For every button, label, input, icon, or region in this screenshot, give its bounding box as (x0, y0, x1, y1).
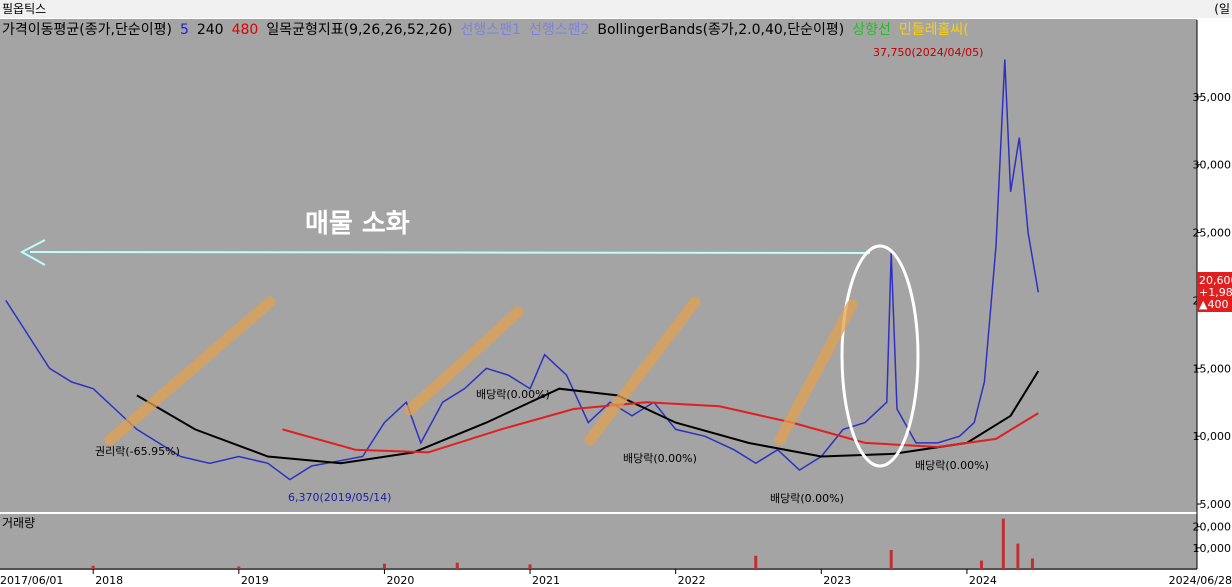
volume-title: 거래량 (2, 516, 35, 530)
volume-bar (528, 564, 532, 569)
x-start-label: 2017/06/01 (0, 574, 63, 587)
y-tick-label: 5,000 (1200, 498, 1232, 511)
note: 37,750(2024/04/05) (873, 46, 983, 59)
y-tick-label: 10,000 (1193, 542, 1232, 555)
series-line (5, 59, 1040, 481)
legend-entry: 선행스팬1 (461, 22, 521, 38)
price-panel (0, 20, 1197, 512)
title-bar (0, 0, 1232, 18)
x-tick-label: 2021 (532, 574, 560, 587)
price-box-text: ▲400 (1199, 298, 1228, 311)
volume-bar (1016, 543, 1020, 569)
period: (일 (1214, 2, 1230, 16)
arrow (19, 239, 871, 266)
annotation: 매물 소화 (305, 209, 410, 239)
volume-bar (237, 566, 241, 569)
volume-bar (455, 562, 459, 569)
legend-entry: 480 (232, 22, 259, 38)
legend-entry: 5 (180, 22, 189, 38)
volume-bar (754, 555, 758, 569)
y-tick-label: 35,000 (1193, 91, 1232, 104)
y-tick-label: 20,000 (1193, 521, 1232, 534)
price-box-text: +1,98 (1199, 286, 1232, 299)
legend-entry: 상향선 (852, 22, 891, 38)
legend-entry: 선행스팬2 (529, 22, 589, 38)
volume-bar (91, 565, 95, 569)
highlight (104, 296, 858, 446)
legend: 가격이동평균(종가,단순이평) 5 240 480 일목균형지표(9,26,26,52,… (2, 22, 969, 38)
volume-bar (1001, 518, 1005, 569)
volume-bar (1030, 558, 1034, 569)
legend-entry: 240 (197, 22, 224, 38)
note: 배당락(0.00%) (770, 492, 844, 505)
volume-bar (889, 549, 893, 569)
legend-entry: 민들레홀씨( (899, 22, 969, 38)
note: 배당락(0.00%) (915, 459, 989, 472)
volume-panel (0, 514, 1197, 570)
y-tick-label: 30,000 (1193, 159, 1232, 172)
chart-title: 필옵틱스 (2, 2, 46, 16)
note: 배당락(0.00%) (476, 388, 550, 401)
x-tick-label: 2018 (95, 574, 123, 587)
ellipse (840, 244, 920, 468)
x-tick-label: 2019 (241, 574, 269, 587)
legend-entry: BollingerBands(종가,2.0,40,단순이평) (597, 22, 844, 38)
x-tick-label: 2024 (969, 574, 997, 587)
price-box-text: 20,600 (1199, 274, 1232, 287)
note: 6,370(2019/05/14) (288, 491, 391, 504)
y-tick-label: 15,000 (1193, 362, 1232, 375)
y-tick-label: 25,000 (1193, 227, 1232, 240)
x-tick-label: 2020 (386, 574, 414, 587)
x-tick-label: 2023 (823, 574, 851, 587)
series-line (282, 401, 1039, 454)
volume-bar (382, 563, 386, 569)
y-tick-label: 10,000 (1193, 430, 1232, 443)
note: 배당락(0.00%) (623, 452, 697, 465)
legend-entry: 일목균형지표(9,26,26,52,26) (266, 22, 452, 38)
note: 권리락(-65.95%) (95, 445, 180, 458)
volume-bar (979, 560, 983, 569)
price-box (1197, 272, 1232, 312)
x-end-label: 2024/06/28 (1169, 574, 1232, 587)
x-tick-label: 2022 (678, 574, 706, 587)
legend-bar (0, 19, 1197, 39)
legend-entry: 가격이동평균(종가,단순이평) (2, 22, 172, 38)
